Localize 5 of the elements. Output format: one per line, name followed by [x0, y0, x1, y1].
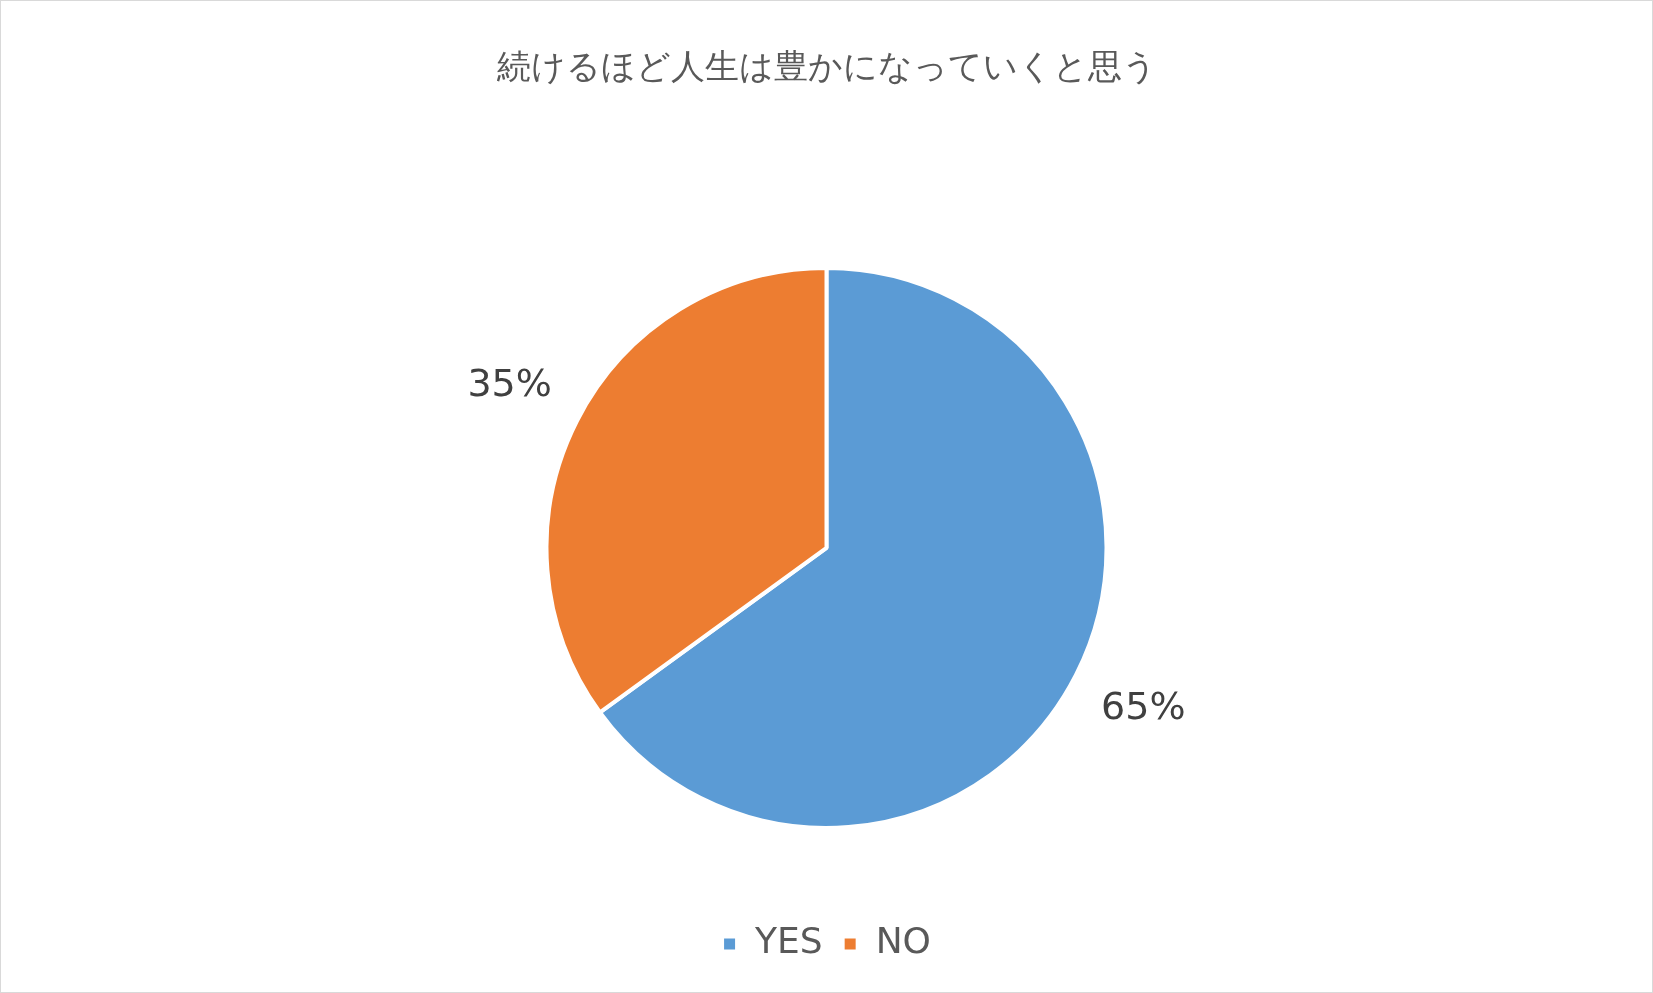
data-label: 65% [1101, 684, 1186, 729]
chart-title: 続けるほど人生は豊かになっていくと思う [495, 46, 1157, 87]
data-label: 35% [467, 361, 552, 406]
legend-label: YES [754, 920, 823, 962]
legend-label: NO [875, 920, 931, 962]
